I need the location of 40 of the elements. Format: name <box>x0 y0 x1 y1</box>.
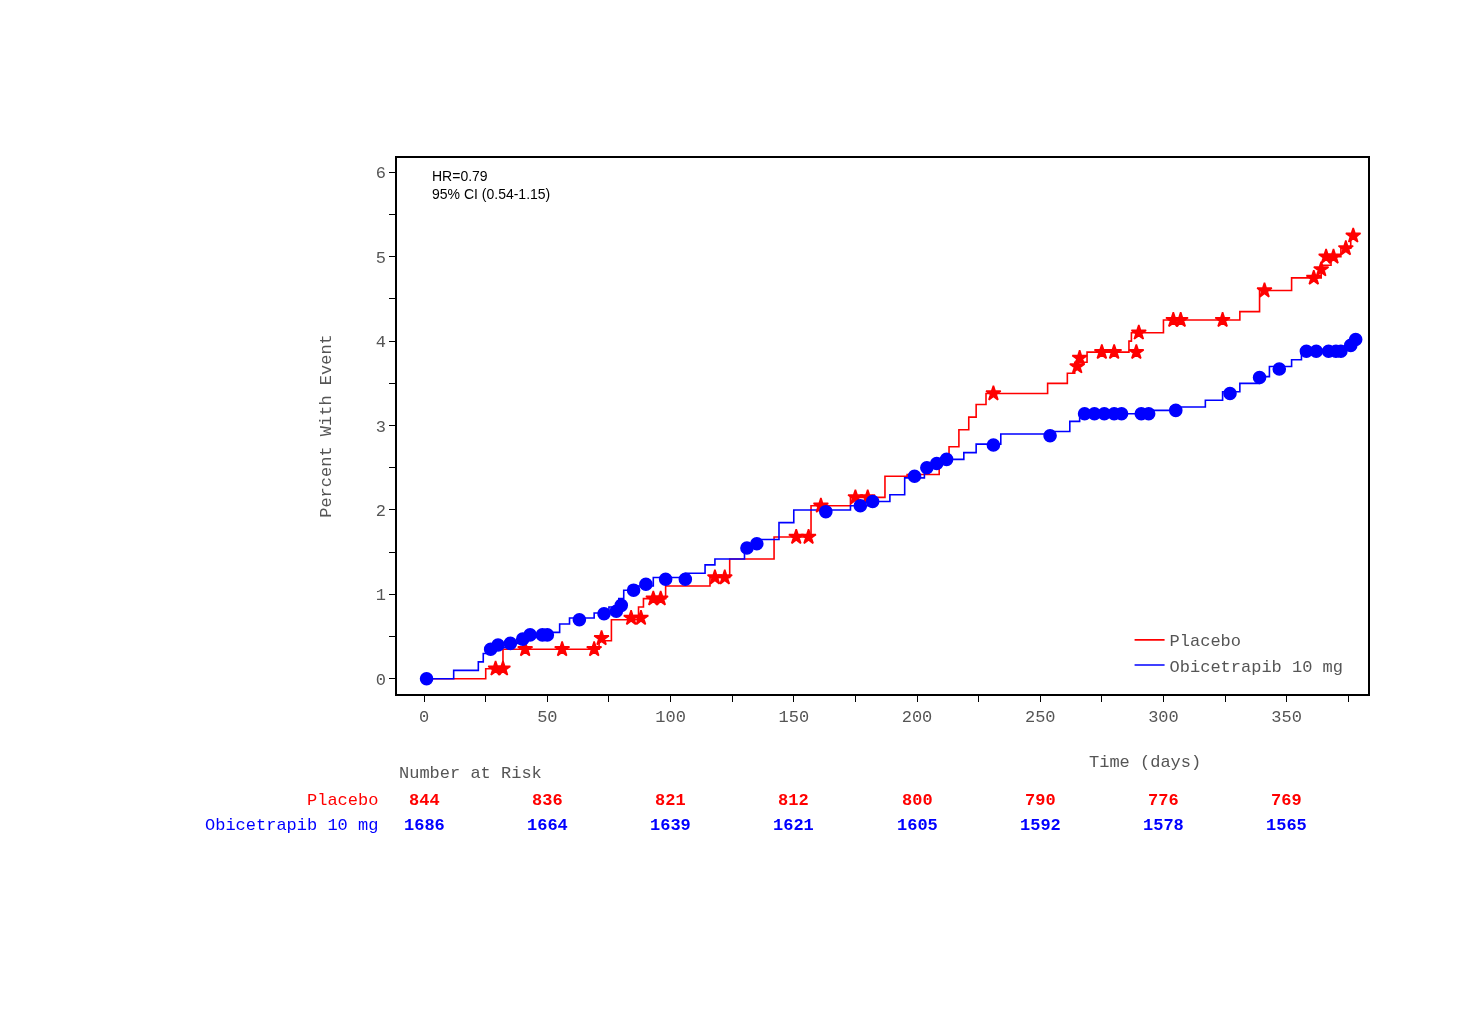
text: 1565 <box>1266 816 1307 835</box>
text: 1686 <box>404 816 445 835</box>
text: 1578 <box>1143 816 1184 835</box>
y-tick-label: 2 <box>375 501 386 521</box>
y-tick-label: 1 <box>375 586 386 606</box>
text: 776 <box>1148 791 1179 810</box>
x-tick-label: 300 <box>1148 708 1179 728</box>
x-tick-label: 200 <box>901 708 933 728</box>
text: 790 <box>1025 791 1056 810</box>
x-tick-label: 100 <box>655 708 686 728</box>
text: 800 <box>902 791 933 810</box>
text: 821 <box>655 791 686 810</box>
text: 1592 <box>1020 816 1061 835</box>
text: 1639 <box>650 816 691 835</box>
x-tick-label: 150 <box>778 708 810 728</box>
x-axis-title: Time (days) <box>1089 753 1202 772</box>
text: Number at Risk <box>399 764 542 783</box>
text: Obicetrapib 10 mg <box>205 816 379 835</box>
x-tick-label: 0 <box>419 708 430 728</box>
x-tick-label: 250 <box>1024 708 1056 728</box>
y-tick-label: 3 <box>375 417 386 437</box>
text: Placebo <box>307 791 379 810</box>
legend-label: Obicetrapib 10 mg <box>1169 657 1344 677</box>
y-tick-label: 6 <box>375 164 386 184</box>
x-tick-label: 50 <box>537 708 558 728</box>
text: 1664 <box>527 816 568 835</box>
text: 812 <box>778 791 809 810</box>
x-tick-label: 350 <box>1271 708 1302 728</box>
text: 769 <box>1271 791 1302 810</box>
y-axis-title: Percent With Event <box>316 334 336 518</box>
y-tick-label: 5 <box>375 248 386 268</box>
y-tick-label: 0 <box>375 670 386 690</box>
text: 1605 <box>897 816 938 835</box>
legend-label: Placebo <box>1169 632 1241 652</box>
text: 844 <box>409 791 440 810</box>
text: 836 <box>532 791 563 810</box>
y-tick-label: 4 <box>375 333 386 353</box>
annotation: 95% CI (0.54-1.15) <box>432 186 551 203</box>
text: 1621 <box>773 816 814 835</box>
annotation: HR=0.79 <box>432 168 488 184</box>
